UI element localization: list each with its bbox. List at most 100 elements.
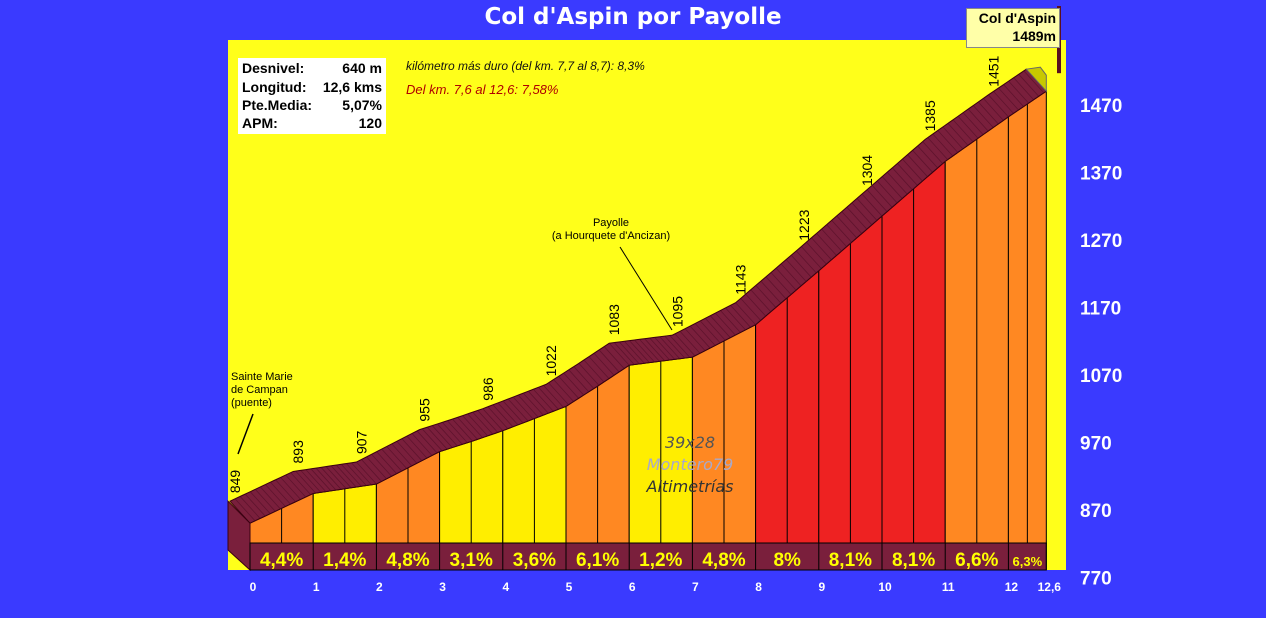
road-hatch — [517, 394, 539, 418]
segment-grade-label: 1,4% — [323, 550, 366, 571]
start-annotation-line: Sainte Marie — [231, 371, 293, 383]
road-hatch — [533, 388, 554, 412]
road-hatch — [699, 320, 721, 344]
start-leader-line — [237, 413, 254, 455]
chart-title: Col d'Aspin por Payolle — [484, 4, 782, 30]
road-hatch — [330, 465, 352, 489]
road-hatch — [588, 356, 610, 379]
road-hatch — [431, 425, 453, 448]
segment-grade-label: 4,4% — [260, 550, 303, 571]
x-tick-label: 6 — [629, 580, 636, 594]
road-hatch — [998, 87, 1019, 111]
road-hatch — [290, 472, 311, 495]
road-hatch — [497, 402, 519, 426]
road-hatch — [952, 119, 974, 143]
road-hatch — [993, 91, 1014, 114]
road-hatch — [538, 387, 559, 410]
road-hatch — [593, 352, 615, 376]
segment-grade-label: 1,2% — [639, 550, 682, 571]
road-hatch — [881, 176, 903, 199]
segment-grade-label: 8,1% — [829, 550, 872, 571]
summit-label: Col d'Aspin 1489m — [966, 8, 1060, 48]
x-tick-label: 8 — [755, 580, 762, 594]
road-hatch — [553, 379, 574, 402]
road-hatch — [704, 318, 726, 341]
road-hatch — [765, 276, 787, 300]
road-hatch — [467, 413, 488, 437]
stat-row-apm: APM: 120 — [242, 115, 382, 134]
segment-grade-label: 4,8% — [386, 550, 429, 571]
road-hatch — [664, 335, 686, 359]
road-hatch — [977, 101, 999, 125]
road-hatch — [730, 305, 751, 328]
road-hatch — [755, 285, 777, 308]
road-hatch — [310, 468, 332, 492]
segment-grade-label: 6,6% — [955, 550, 998, 571]
road-hatch — [1013, 77, 1034, 100]
road-hatch — [558, 376, 579, 399]
start-annotation-line: (puente) — [231, 397, 272, 409]
watermark: 39x28 Montero79 Altimetrías — [620, 432, 760, 498]
x-tick-label: 5 — [566, 580, 573, 594]
km-altitude-label: 1022 — [543, 345, 559, 376]
road-hatch — [629, 340, 650, 363]
road-hatch — [528, 390, 549, 414]
stat-value: 120 — [358, 115, 382, 131]
y-tick-label: 1170 — [1080, 299, 1121, 320]
road-hatch — [401, 438, 423, 461]
road-hatch — [522, 392, 544, 416]
road-hatch — [871, 185, 893, 208]
km-altitude-label: 1451 — [985, 55, 1001, 86]
road-hatch — [710, 315, 731, 338]
road-hatch — [280, 477, 301, 500]
road-hatch — [886, 171, 908, 195]
x-tick-label: 3 — [439, 580, 446, 594]
section-grade-note: Del km. 7,6 al 12,6: 7,58% — [406, 82, 559, 97]
road-hatch — [492, 404, 514, 428]
road-hatch — [239, 496, 261, 519]
start-annotation: Sainte Marie de Campan (puente) — [231, 371, 293, 410]
road-hatch — [260, 486, 281, 510]
start-annotation-line: de Campan — [231, 384, 288, 396]
km-altitude-label: 1304 — [859, 155, 875, 186]
road-hatch — [416, 430, 438, 454]
road-hatch — [725, 307, 746, 331]
summit-name: Col d'Aspin — [978, 10, 1056, 26]
watermark-line: 39x28 — [664, 433, 716, 452]
km-altitude-label: 907 — [353, 430, 369, 454]
road-hatch — [694, 323, 716, 346]
road-hatch — [507, 398, 529, 422]
road-hatch — [922, 141, 943, 164]
road-hatch — [381, 448, 402, 472]
road-hatch — [462, 415, 483, 438]
road-hatch — [457, 417, 478, 440]
stat-label: Longitud: — [242, 79, 307, 95]
road-hatch — [745, 293, 767, 317]
road-hatch — [866, 189, 888, 212]
road-hatch — [649, 337, 670, 361]
x-tick-label: 12 — [1005, 580, 1019, 594]
km-altitude-label: 1385 — [922, 100, 938, 131]
road-hatch — [613, 342, 635, 365]
road-hatch — [720, 310, 741, 333]
km-altitude-label: 1095 — [669, 296, 685, 327]
road-hatch — [1018, 74, 1040, 97]
road-hatch — [300, 470, 322, 493]
summit-face — [1025, 66, 1047, 93]
stat-label: APM: — [242, 115, 278, 131]
road-hatch — [391, 443, 413, 467]
road-hatch — [785, 259, 807, 282]
road-hatch — [826, 224, 847, 247]
road-hatch — [472, 411, 493, 435]
road-hatch — [411, 433, 433, 456]
road-hatch — [634, 339, 655, 363]
y-tick-label: 1470 — [1080, 96, 1122, 117]
km-altitude-label: 1083 — [606, 304, 622, 335]
stat-value: 640 m — [342, 60, 382, 76]
hardest-km-note: kilómetro más duro (del km. 7,7 al 8,7):… — [406, 59, 645, 73]
road-hatch — [285, 474, 306, 498]
road-hatch — [679, 330, 701, 354]
road-hatch — [351, 462, 372, 486]
road-hatch — [371, 453, 392, 477]
road-hatch — [684, 328, 706, 351]
